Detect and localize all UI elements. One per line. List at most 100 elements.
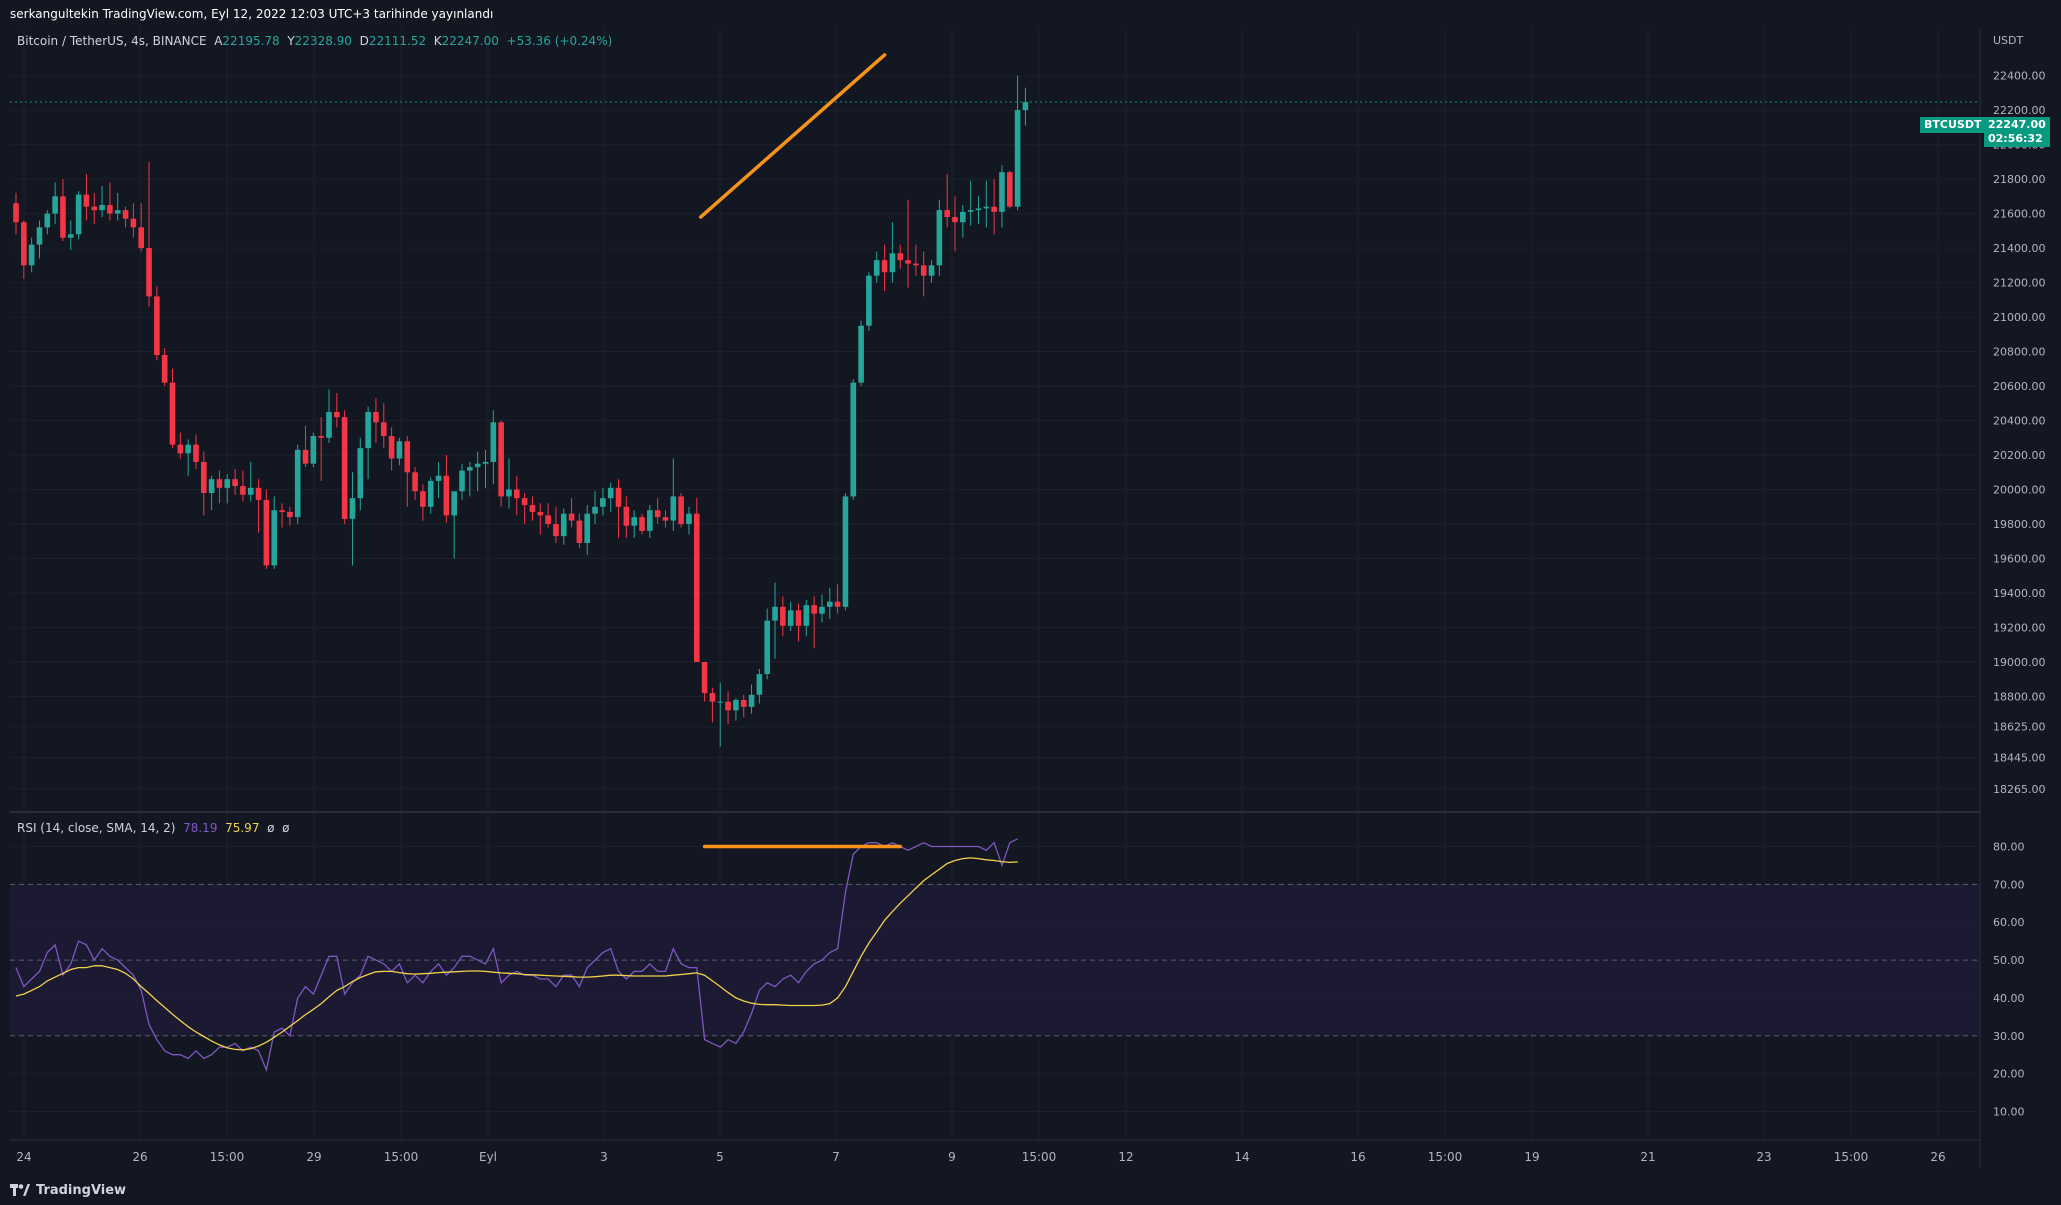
time-tick-label: 15:00 <box>1022 1150 1057 1164</box>
candle <box>740 694 747 718</box>
candle-body <box>482 461 489 464</box>
candle <box>161 348 168 387</box>
candle <box>107 182 113 221</box>
price-tick-label: 22400.00 <box>1993 70 2046 83</box>
candle-body <box>232 479 238 487</box>
candle <box>819 594 825 623</box>
candle-body <box>52 196 58 214</box>
brand-name[interactable]: TradingView <box>36 1182 127 1198</box>
price-trendline[interactable] <box>698 53 887 219</box>
price-tick-label: 19400.00 <box>1993 587 2046 600</box>
candle-body <box>529 505 536 512</box>
candle-body <box>83 194 90 207</box>
rsi-value: 78.19 <box>183 821 218 835</box>
candle <box>787 601 794 631</box>
candle <box>67 220 74 250</box>
candle-body <box>169 382 176 445</box>
candle-body <box>944 210 950 218</box>
candle <box>44 210 51 235</box>
time-axis[interactable]: 24 26 15:00 29 15:00 Eyl 3 5 7 9 15:00 12 14 16 15:00 1… <box>16 1150 1945 1164</box>
candle <box>873 251 880 283</box>
candle <box>686 506 692 535</box>
candle-body <box>967 210 974 212</box>
drawings-layer[interactable] <box>698 53 902 849</box>
symbol-name[interactable]: Bitcoin / TetherUS, 4s, BINANCE <box>17 34 207 48</box>
candle <box>748 684 755 714</box>
candle-body <box>850 382 857 497</box>
chart-canvas[interactable]: 22400.0022200.0022000.0021800.0021600.00… <box>0 0 2061 1175</box>
candle-body <box>1006 172 1013 207</box>
candle <box>83 173 90 221</box>
candle <box>654 498 661 525</box>
candle <box>240 470 246 502</box>
candle <box>639 513 645 535</box>
rsi-tick-label: 10.00 <box>1993 1106 2025 1119</box>
candle-body <box>271 510 278 566</box>
symbol-tag: BTCUSDT <box>1920 117 1986 133</box>
candle-body <box>341 417 348 519</box>
candle <box>52 182 58 224</box>
candle-body <box>576 520 583 544</box>
candle <box>827 587 833 619</box>
candle-body <box>600 498 606 507</box>
candle <box>811 596 817 649</box>
candle <box>881 244 888 292</box>
candle <box>866 272 872 331</box>
candle <box>936 199 943 276</box>
price-tick-label: 19000.00 <box>1993 656 2046 669</box>
candle-body <box>537 511 544 516</box>
rsi-axis[interactable]: 80.00 70.00 60.00 50.00 40.00 30.00 20.00 10.00 <box>1993 841 2025 1119</box>
time-tick-label: 16 <box>1350 1150 1365 1164</box>
high-value: 22328.90 <box>294 34 352 48</box>
time-tick-label: 26 <box>1930 1150 1945 1164</box>
candle-body <box>498 422 504 497</box>
candle <box>177 432 184 459</box>
rsi-bands <box>10 883 1980 1037</box>
candle <box>341 410 348 525</box>
candle-body <box>709 693 716 702</box>
candle <box>208 475 215 511</box>
price-axis[interactable]: 22400.0022200.0022000.0021800.0021600.00… <box>1993 70 2046 796</box>
candle <box>568 498 575 528</box>
candle-body <box>506 489 512 497</box>
candle <box>427 477 434 514</box>
candle-body <box>185 444 191 454</box>
candle-body <box>920 265 927 276</box>
candle <box>670 458 677 531</box>
candle-body <box>725 701 731 711</box>
candle <box>537 503 544 535</box>
open-label: A <box>214 34 223 48</box>
price-tick-label: 18625.00 <box>1993 721 2046 734</box>
candle <box>858 320 864 387</box>
candle-body <box>263 499 270 566</box>
candle-body <box>21 222 27 266</box>
price-tick-label: 19600.00 <box>1993 553 2046 566</box>
candle-body <box>928 265 935 276</box>
time-tick-label: 21 <box>1640 1150 1655 1164</box>
candle-body <box>420 491 426 507</box>
close-value: 22247.00 <box>441 34 499 48</box>
candle-body <box>224 479 231 488</box>
candle <box>404 436 411 507</box>
candle-body <box>623 506 630 526</box>
price-tick-label: 18800.00 <box>1993 691 2046 704</box>
rsi-label[interactable]: RSI (14, close, SMA, 14, 2) <box>17 821 176 835</box>
candle-body <box>99 204 105 211</box>
candle <box>607 482 614 512</box>
candle <box>623 496 630 538</box>
candle-body <box>373 411 379 423</box>
candle <box>154 286 160 361</box>
rsi-tick-label: 80.00 <box>1993 841 2025 854</box>
countdown-value: 02:56:32 <box>1988 132 2043 145</box>
rsi-tick-label: 20.00 <box>1993 1068 2025 1081</box>
time-tick-label: 15:00 <box>1834 1150 1869 1164</box>
price-tick-label: 18445.00 <box>1993 752 2046 765</box>
candle-body <box>138 227 144 249</box>
candle-body <box>467 467 473 471</box>
candle <box>420 484 426 521</box>
candle-body <box>208 479 215 493</box>
low-value: 22111.52 <box>368 34 427 48</box>
candle <box>764 608 770 680</box>
candle <box>334 392 340 428</box>
candle-body <box>193 444 199 462</box>
